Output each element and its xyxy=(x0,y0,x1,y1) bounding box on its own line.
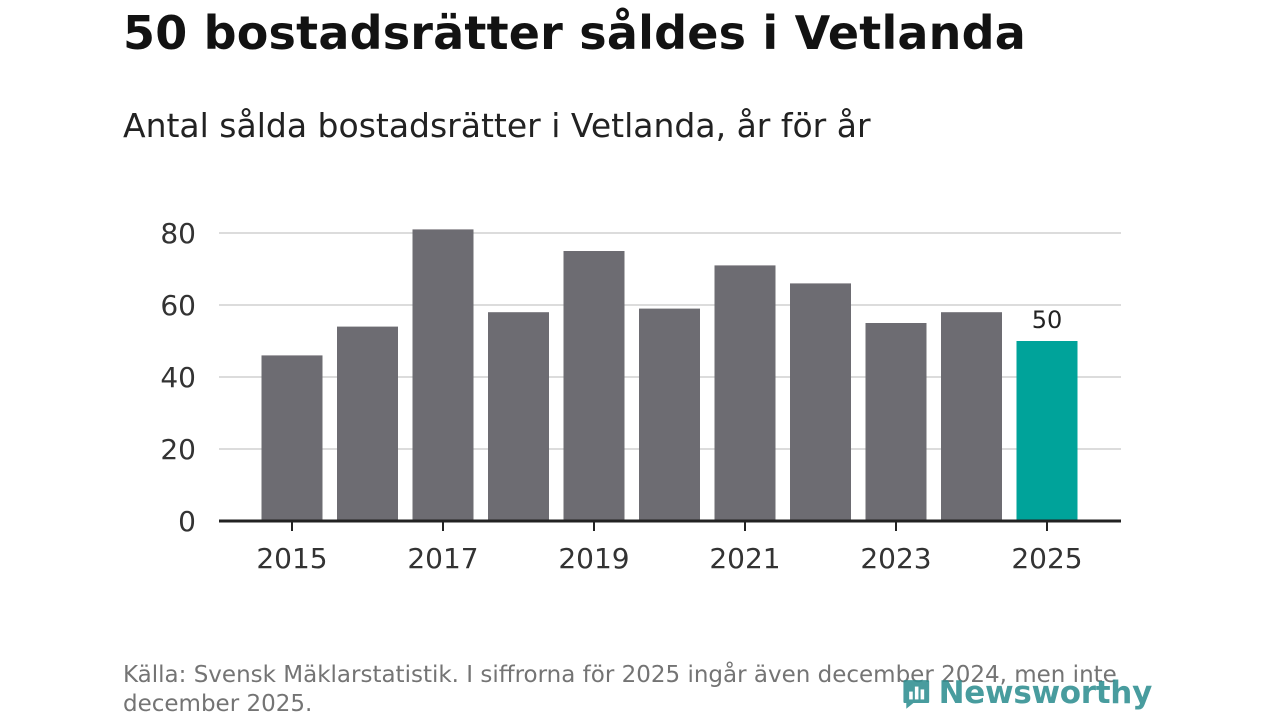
bar-2017 xyxy=(412,229,474,521)
x-tick-label: 2025 xyxy=(1011,542,1082,575)
y-tick-label: 0 xyxy=(178,505,196,538)
x-tick-label: 2023 xyxy=(860,542,931,575)
x-tick-label: 2015 xyxy=(256,542,327,575)
data-labels: 50 xyxy=(1032,306,1063,334)
y-tick-label: 80 xyxy=(160,217,196,250)
y-tick-label: 60 xyxy=(160,289,196,322)
bar-2018 xyxy=(488,312,549,521)
bar-2020 xyxy=(639,308,700,521)
x-tick-label: 2019 xyxy=(558,542,629,575)
chart-subtitle: Antal sålda bostadsrätter i Vetlanda, år… xyxy=(123,106,871,145)
bar-2024 xyxy=(941,312,1002,521)
bar-2016 xyxy=(337,326,398,521)
bar-2022 xyxy=(790,283,851,521)
bar-chart: 0 20 40 60 80 2015 2017 2019 2021 2023 2025 50 xyxy=(160,217,1121,575)
newsworthy-logo: Newsworthy xyxy=(902,670,1152,716)
x-tick-label: 2021 xyxy=(709,542,780,575)
data-label-highlight: 50 xyxy=(1032,306,1063,334)
y-tick-label: 40 xyxy=(160,361,196,394)
y-axis-ticks: 0 20 40 60 80 xyxy=(160,217,196,538)
bar-2023 xyxy=(865,323,927,521)
chart-title: 50 bostadsrätter såldes i Vetlanda xyxy=(123,6,1026,60)
x-tick-label: 2017 xyxy=(407,542,478,575)
bars xyxy=(261,229,1078,521)
source-note: Källa: Svensk Mäklarstatistik. I siffror… xyxy=(123,662,1117,717)
bar-2021 xyxy=(714,265,776,521)
x-axis-ticks: 2015 2017 2019 2021 2023 2025 xyxy=(256,521,1083,575)
bar-2025 xyxy=(1016,341,1078,521)
newsworthy-logo-text: Newsworthy xyxy=(938,675,1153,711)
newsworthy-logo-icon xyxy=(903,680,930,709)
bar-2019 xyxy=(563,251,625,521)
bar-2015 xyxy=(261,355,323,521)
y-tick-label: 20 xyxy=(160,433,196,466)
